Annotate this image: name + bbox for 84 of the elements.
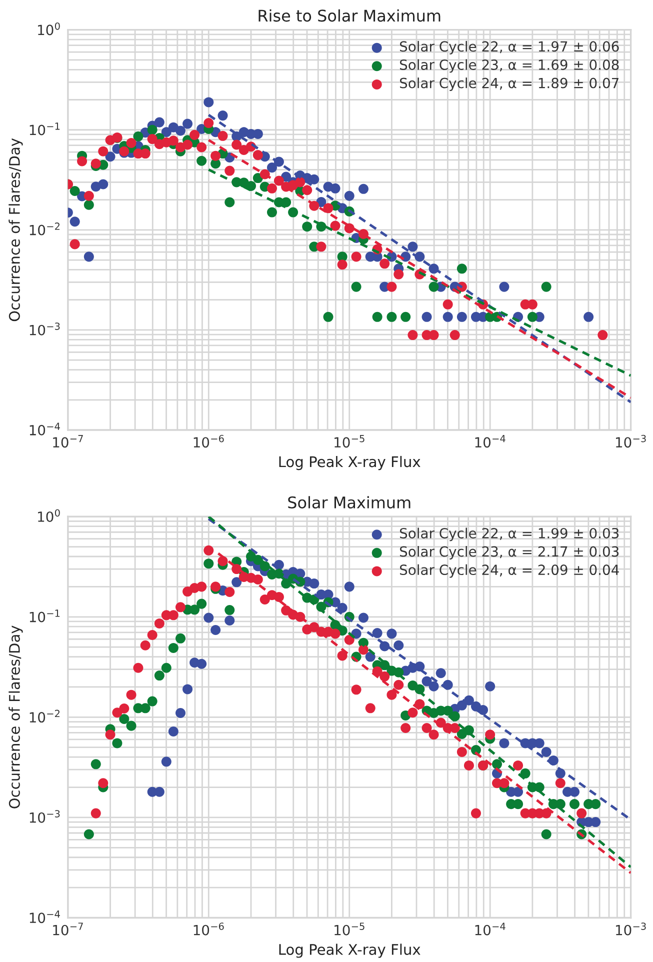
point [302,222,312,232]
x-tick-label: 10$^{−3}$ [616,434,646,448]
y-tick-label: 10$^{0}$ [38,22,60,36]
point [541,282,552,292]
point [147,134,158,144]
legend-label: Solar Cycle 23, α = 1.69 ± 0.08 [400,59,619,73]
y-tick-label: 10$^{−4}$ [30,910,60,924]
point [428,282,439,292]
point [98,146,108,156]
point [196,156,207,166]
point [598,330,608,340]
y-tick-label: 10$^{−4}$ [30,422,60,436]
legend-label: Solar Cycle 23, α = 2.17 ± 0.03 [400,546,619,560]
y-tick-label: 10$^{−3}$ [30,322,60,336]
legend-label: Solar Cycle 22, α = 1.99 ± 0.03 [400,528,619,542]
x-tick-label: 10$^{−7}$ [53,922,83,936]
point [456,264,467,274]
point [337,260,348,270]
y-tick-label: 10$^{−3}$ [30,810,60,823]
point [408,330,418,340]
legend-label: Solar Cycle 24, α = 1.89 ± 0.07 [400,78,618,91]
point [394,269,404,280]
point [442,299,453,310]
point [316,242,326,252]
x-tick-label: 10$^{−4}$ [475,435,506,448]
point [266,183,277,194]
point [450,330,460,340]
x-axis-title: Log Peak X-ray Flux [279,944,420,958]
point [252,150,263,160]
point [351,282,362,292]
point [70,186,80,196]
y-tick-label: 10$^{−1}$ [30,610,60,622]
x-axis-title: Log Peak X-ray Flux [279,456,420,470]
point [372,312,382,322]
x-tick-label: 10$^{−7}$ [53,435,83,448]
point [77,156,88,166]
chart-title: Solar Maximum [288,496,410,508]
point [168,136,178,146]
point [527,299,538,310]
point [224,197,235,208]
point [330,220,340,231]
x-tick-label: 10$^{−6}$ [194,922,224,936]
legend-label: Solar Cycle 24, α = 2.09 ± 0.04 [400,564,619,578]
point [126,138,136,148]
point [527,312,538,322]
point [266,207,277,218]
point [218,130,228,141]
point [84,190,94,201]
x-tick-label: 10$^{−3}$ [616,922,646,936]
point [323,312,334,322]
legend-label: Solar Cycle 22, α = 1.97 ± 0.06 [400,40,619,54]
y-axis-title: Occurrence of Flares/Day [8,138,23,322]
point [281,197,292,208]
point [140,148,150,159]
point [133,131,144,142]
point [428,330,439,340]
y-tick-label: 10$^{−2}$ [30,710,60,723]
point [182,140,193,150]
point [380,258,390,269]
point [70,239,80,250]
point [232,140,242,150]
x-tick-label: 10$^{−4}$ [475,922,506,936]
x-tick-label: 10$^{−6}$ [194,434,224,448]
point [204,118,214,128]
point [302,185,312,196]
point [351,252,362,262]
point [386,312,397,322]
chart-title: Rise to Solar Maximum [258,9,440,22]
point [196,142,207,152]
y-tick-label: 10$^{0}$ [38,509,60,522]
point [386,282,397,292]
point [323,203,334,214]
y-tick-label: 10$^{−2}$ [30,222,60,236]
point [295,177,306,188]
point [210,150,221,161]
point [400,312,411,322]
y-tick-label: 10$^{−1}$ [30,122,60,136]
x-tick-label: 10$^{−5}$ [334,922,364,936]
point [224,166,235,176]
point [147,124,158,135]
point [190,130,200,140]
x-tick-label: 10$^{−5}$ [334,435,364,448]
y-axis-title: Occurrence of Flares/Day [8,626,23,808]
point [84,200,94,210]
